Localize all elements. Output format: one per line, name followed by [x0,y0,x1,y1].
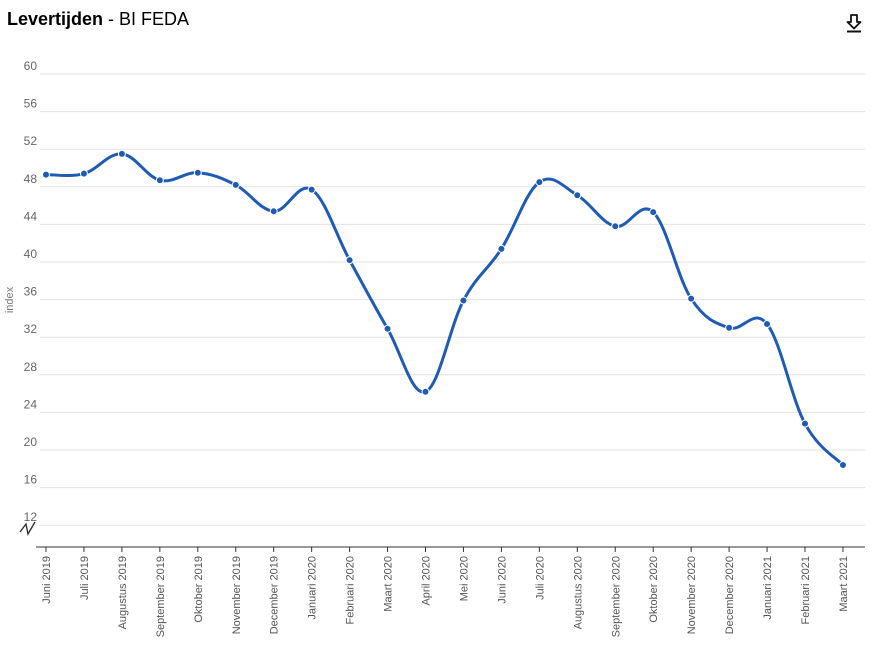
x-tick-label: Februari 2021 [800,556,812,625]
data-point[interactable] [649,208,658,217]
x-tick-label: Mei 2020 [458,556,470,601]
data-point[interactable] [307,185,316,194]
y-axis-label: index [4,286,16,313]
x-tick-label: Augustus 2019 [117,556,129,629]
x-tick-label: Februari 2020 [345,556,357,625]
x-tick-label: September 2019 [155,556,167,637]
y-tick-label: 24 [24,397,38,411]
x-tick-label: Januari 2020 [307,556,319,620]
x-tick-label: Oktober 2020 [648,556,660,623]
y-tick-label: 20 [24,435,38,449]
x-axis-ticks: Juni 2019 Juli 2019 Augustus 2019 September… [41,547,850,637]
x-tick-label: December 2019 [269,556,281,634]
series-line [45,152,845,467]
chart-title-rest: BI FEDA [119,9,190,29]
data-point[interactable] [611,222,620,231]
data-point[interactable] [535,178,544,187]
data-point[interactable] [801,419,809,428]
x-tick-label: Juni 2019 [41,556,53,604]
data-point[interactable] [345,256,354,265]
data-point[interactable] [79,169,88,178]
y-tick-label: 36 [24,285,38,299]
data-point[interactable] [193,168,202,177]
y-tick-label: 56 [24,97,38,111]
data-point[interactable] [459,296,468,305]
x-tick-label: Januari 2021 [762,556,774,620]
x-tick-label: Augustus 2020 [572,556,584,629]
data-point[interactable] [383,324,392,333]
y-tick-label: 44 [24,209,38,223]
data-point[interactable] [155,176,164,185]
download-icon[interactable] [843,12,865,34]
x-tick-label: November 2020 [686,556,698,634]
x-tick-label: Juli 2019 [79,556,91,600]
y-tick-label: 12 [24,510,38,524]
x-tick-label: Juli 2020 [534,556,546,600]
data-point[interactable] [573,191,582,200]
data-point[interactable] [497,244,506,253]
y-tick-label: 28 [24,360,38,374]
chart-title: Levertijden - BI FEDA [7,9,189,30]
chart-title-separator: - [103,9,120,29]
data-point[interactable] [231,180,240,189]
data-point[interactable] [725,323,734,332]
x-tick-label: April 2020 [421,556,433,606]
data-point[interactable] [42,170,50,179]
series-group [45,152,845,467]
data-point[interactable] [763,320,772,329]
data-point[interactable] [117,149,126,158]
grid-lines [40,73,865,526]
x-tick-label: Maart 2021 [838,556,850,612]
y-tick-label: 16 [24,473,38,487]
x-tick-label: Oktober 2019 [193,556,205,623]
x-tick-label: November 2019 [231,556,243,634]
x-tick-label: September 2020 [610,556,622,637]
y-tick-label: 52 [24,134,38,148]
y-axis-ticks: 12 16 20 24 28 32 36 40 44 48 52 56 60 [24,59,38,524]
y-tick-label: 40 [24,247,38,261]
data-points [42,149,847,470]
axis-break-icon [19,521,36,536]
y-tick-label: 32 [24,322,38,336]
x-tick-label: December 2020 [724,556,736,634]
data-point[interactable] [269,207,278,216]
data-point[interactable] [838,461,847,470]
data-point[interactable] [687,294,696,303]
download-icon-graphic [846,14,862,33]
y-tick-label: 48 [24,172,38,186]
x-tick-label: Juni 2020 [496,556,508,604]
x-tick-label: Maart 2020 [383,556,395,612]
chart-title-bold: Levertijden [7,9,104,29]
data-point[interactable] [421,387,430,396]
y-tick-label: 60 [24,59,38,73]
